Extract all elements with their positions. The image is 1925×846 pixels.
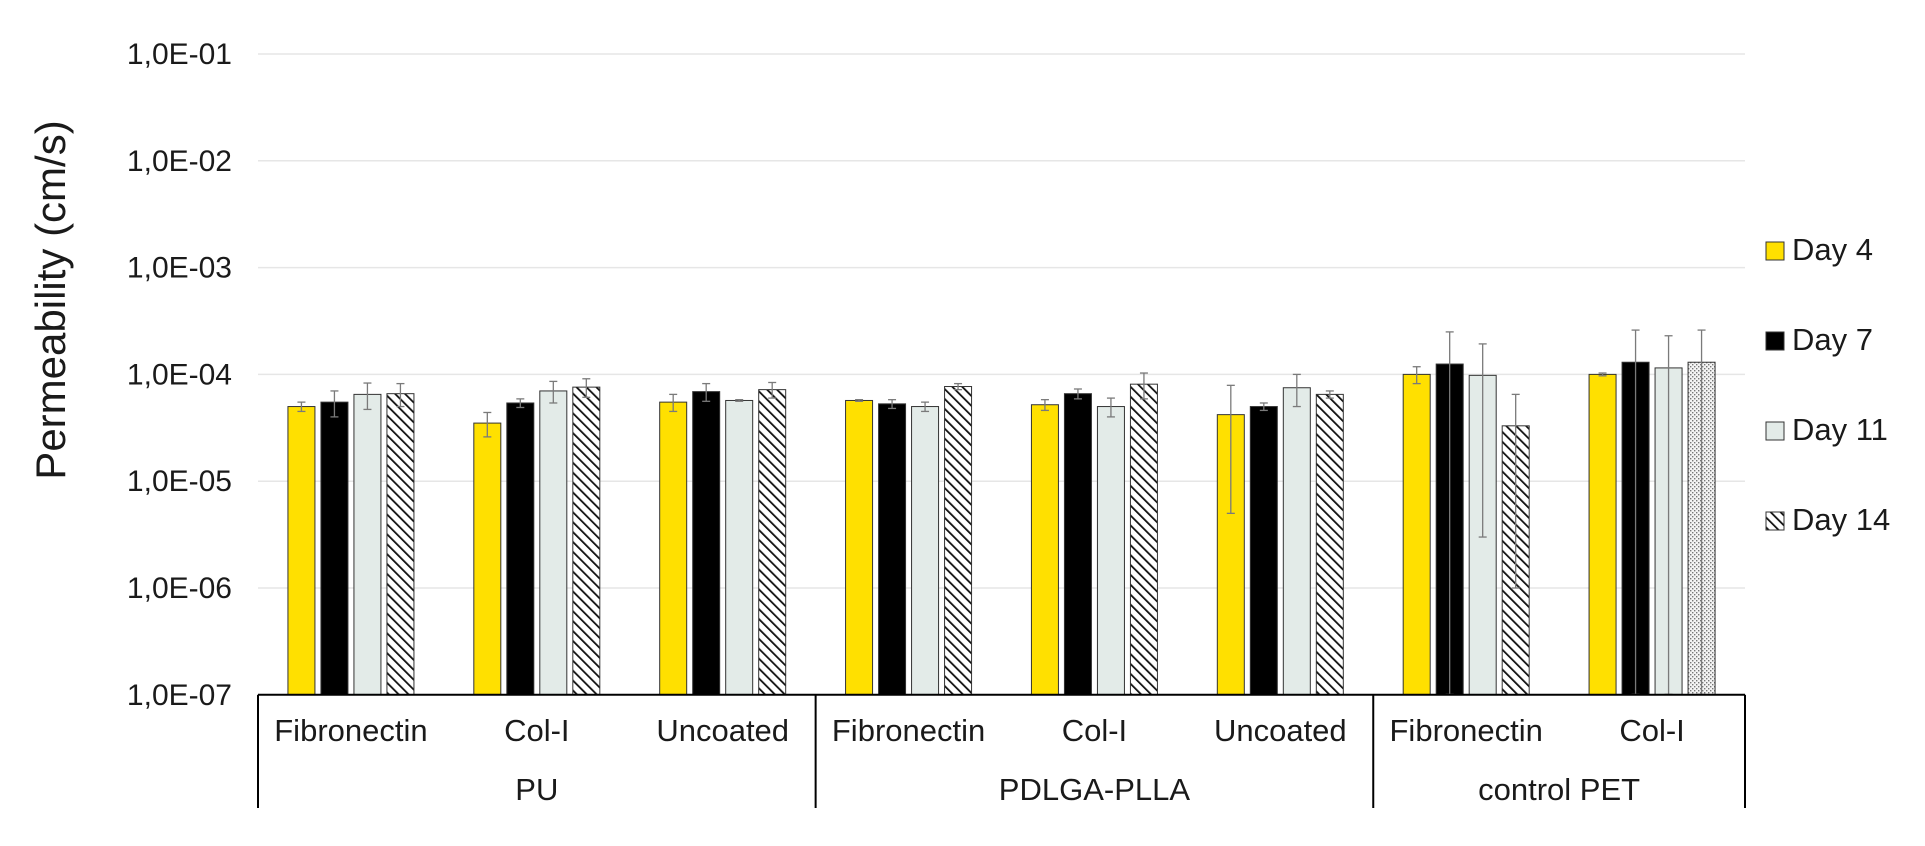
- bar-day-4: [1030, 404, 1059, 696]
- bar-day-7: [320, 401, 349, 696]
- error-bar: [1139, 372, 1148, 400]
- x-category-label: Col-I: [1619, 713, 1684, 748]
- bar-day-11: [539, 390, 568, 696]
- error-bar: [1412, 366, 1421, 385]
- legend-label: Day 14: [1792, 502, 1890, 537]
- bar-day-14: [758, 389, 787, 696]
- bar-day-7: [1249, 406, 1278, 696]
- x-category-label: Fibronectin: [274, 713, 427, 748]
- y-axis-title: Permeability (cm/s): [27, 120, 74, 479]
- error-bar: [1040, 399, 1049, 412]
- error-bar: [330, 390, 339, 418]
- error-bar: [1073, 388, 1082, 400]
- error-bar: [1478, 343, 1487, 538]
- error-bar: [363, 382, 372, 411]
- x-category-label: Col-I: [1062, 713, 1127, 748]
- error-bar: [1292, 373, 1301, 408]
- y-tick-label: 1,0E-06: [127, 572, 232, 605]
- error-bar: [888, 399, 897, 410]
- error-bar: [549, 380, 558, 404]
- y-axis-ticks: 1,0E-01 1,0E-02 1,0E-03 1,0E-04 1,0E-05 1,0E-…: [127, 38, 232, 712]
- bar-day-14: [572, 386, 601, 696]
- bar-day-11: [1096, 406, 1125, 696]
- error-bar: [1106, 397, 1115, 418]
- error-bar: [483, 411, 492, 438]
- legend-label: Day 11: [1792, 412, 1888, 447]
- error-bar: [669, 393, 678, 413]
- legend-item: Day 14: [1765, 502, 1890, 537]
- legend-item: Day 4: [1765, 232, 1873, 267]
- bar-day-4: [1402, 373, 1431, 696]
- error-bar: [297, 401, 306, 413]
- legend-swatch: [1765, 421, 1785, 441]
- legend-item: Day 7: [1765, 322, 1873, 357]
- y-tick-label: 1,0E-07: [127, 679, 232, 712]
- y-tick-label: 1,0E-05: [127, 465, 232, 498]
- bar-day-4: [473, 422, 502, 696]
- error-bar: [735, 399, 744, 402]
- error-bar: [1259, 402, 1268, 412]
- y-tick-label: 1,0E-02: [127, 145, 232, 178]
- error-bar: [768, 381, 777, 399]
- bar-day-11: [911, 406, 940, 696]
- x-group-label: PDLGA-PLLA: [999, 772, 1191, 807]
- error-bar: [855, 399, 864, 402]
- bar-day-7: [506, 402, 535, 696]
- bar-day-11: [1282, 387, 1311, 696]
- error-bar: [702, 382, 711, 402]
- x-category-label: Fibronectin: [832, 713, 985, 748]
- y-tick-label: 1,0E-04: [127, 358, 232, 391]
- bar-day-7: [878, 403, 907, 696]
- bar-day-14: [1129, 383, 1158, 696]
- gridlines: [258, 53, 1745, 589]
- error-bar: [516, 398, 525, 409]
- x-axis-labels: Fibronectin Col-I Uncoated Fibronectin Col-I…: [274, 713, 1685, 807]
- legend-label: Day 7: [1792, 322, 1873, 357]
- x-group-label: PU: [515, 772, 558, 807]
- x-axis: [257, 693, 1746, 808]
- error-bar: [582, 378, 591, 398]
- bar-day-7: [1063, 393, 1092, 696]
- error-bar: [921, 401, 930, 413]
- legend-item: Day 11: [1765, 412, 1888, 447]
- bar-day-11: [725, 399, 754, 696]
- x-category-label: Fibronectin: [1390, 713, 1543, 748]
- error-bar: [1325, 390, 1334, 399]
- legend-label: Day 4: [1792, 232, 1873, 267]
- error-bar: [1511, 393, 1520, 589]
- x-group-label: control PET: [1478, 772, 1640, 807]
- y-tick-label: 1,0E-01: [127, 38, 232, 71]
- legend-swatch: [1765, 241, 1785, 261]
- bar-day-11: [353, 393, 382, 696]
- bar-day-7: [692, 391, 721, 696]
- y-tick-label: 1,0E-03: [127, 252, 232, 285]
- legend-swatch: [1765, 511, 1785, 531]
- bar-day-14: [386, 393, 415, 696]
- bar-day-4: [287, 406, 316, 696]
- bars: [287, 361, 1716, 696]
- error-bar: [1598, 372, 1607, 377]
- x-category-label: Uncoated: [1214, 713, 1347, 748]
- error-bar: [1226, 384, 1235, 514]
- legend-swatch: [1765, 331, 1785, 351]
- error-bar: [954, 382, 963, 391]
- error-bar: [396, 382, 405, 408]
- bar-day-4: [659, 401, 688, 696]
- bar-day-4: [845, 399, 874, 696]
- bar-day-14: [1315, 393, 1344, 696]
- legend: Day 4 Day 7 Day 11 Day 14: [1765, 232, 1890, 537]
- bar-day-4: [1588, 373, 1617, 696]
- x-category-label: Uncoated: [656, 713, 789, 748]
- bar-day-14: [944, 386, 973, 696]
- error-bars: [297, 329, 1706, 695]
- x-category-label: Col-I: [504, 713, 569, 748]
